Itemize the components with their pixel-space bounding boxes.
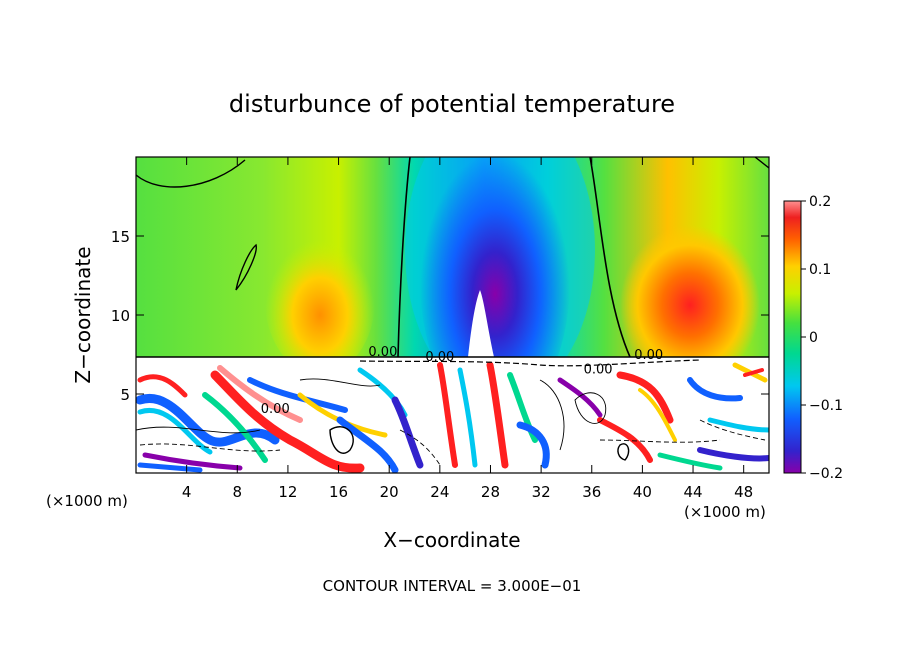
contour-label: 0.00 — [425, 350, 454, 365]
colorbar-tick-label: 0.2 — [809, 194, 831, 210]
warm-east-core — [620, 225, 760, 385]
chart-title: disturbunce of potential temperature — [229, 90, 675, 118]
x-unit-right: (×1000 m) — [684, 503, 766, 521]
y-tick-label: 5 — [120, 386, 130, 404]
white-plume — [468, 290, 494, 357]
colorbar-ticks: 0.2 0.1 0 −0.1 −0.2 — [801, 194, 843, 482]
x-tick-label: 4 — [182, 483, 192, 501]
cold-core — [420, 157, 570, 420]
x-tick-label: 40 — [633, 483, 652, 501]
turbulent-bands — [136, 361, 769, 473]
zero-contour-east — [589, 157, 631, 358]
x-axis-ticks: 4 8 12 16 20 24 28 32 36 40 44 48 — [182, 157, 753, 501]
y-axis-ticks: 5 10 15 — [111, 228, 769, 404]
footer-contour-interval: CONTOUR INTERVAL = 3.000E−01 — [323, 577, 582, 595]
plot-area — [136, 157, 769, 473]
y-axis-label: Z−coordinate — [71, 246, 95, 383]
zero-contour-topright — [754, 157, 769, 169]
warm-west-blob — [265, 225, 375, 375]
contour-label: 0.00 — [261, 402, 290, 417]
contour-label: 0.00 — [584, 362, 613, 377]
contour-label: 0.00 — [634, 348, 663, 363]
zero-contour-loop — [235, 243, 257, 291]
x-tick-label: 48 — [734, 483, 753, 501]
contour-labels: 0.00 0.00 0.00 0.00 0.00 — [261, 345, 663, 417]
colorbar — [783, 200, 802, 474]
colorbar-tick-label: 0 — [809, 330, 818, 346]
zero-contour-west — [397, 157, 411, 358]
x-tick-label: 32 — [532, 483, 551, 501]
colorbar-tick-label: −0.2 — [809, 466, 843, 482]
x-tick-label: 16 — [329, 483, 348, 501]
x-tick-label: 24 — [430, 483, 449, 501]
x-tick-label: 20 — [380, 483, 399, 501]
interface-wave — [359, 359, 701, 367]
x-axis-label: X−coordinate — [383, 528, 520, 552]
lower-contours — [136, 378, 766, 466]
x-unit-left: (×1000 m) — [46, 492, 128, 510]
x-tick-label: 44 — [683, 483, 702, 501]
x-tick-label: 8 — [233, 483, 243, 501]
y-tick-label: 15 — [111, 228, 130, 246]
y-tick-label: 10 — [111, 307, 130, 325]
x-tick-label: 12 — [278, 483, 297, 501]
x-tick-label: 28 — [481, 483, 500, 501]
contour-label: 0.00 — [368, 345, 397, 360]
zero-contour-topleft — [136, 159, 246, 188]
x-tick-label: 36 — [582, 483, 601, 501]
colorbar-tick-label: −0.1 — [809, 398, 843, 414]
colorbar-tick-label: 0.1 — [809, 262, 831, 278]
